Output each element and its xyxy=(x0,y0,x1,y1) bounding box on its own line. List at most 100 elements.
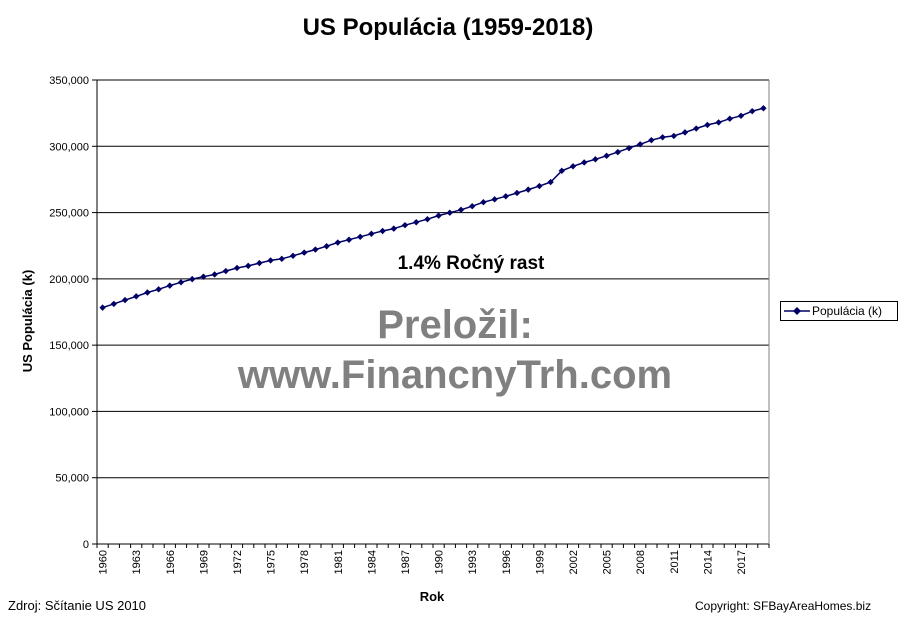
growth-annotation: 1.4% Ročný rast xyxy=(398,253,545,274)
data-point xyxy=(133,293,140,300)
data-point xyxy=(502,193,509,200)
x-tick-label: 1981 xyxy=(333,550,345,574)
data-point xyxy=(144,289,151,296)
x-tick-label: 1978 xyxy=(299,550,311,574)
data-point xyxy=(233,264,241,272)
data-point xyxy=(323,243,330,250)
data-point xyxy=(625,144,633,152)
data-point xyxy=(99,304,106,311)
data-point xyxy=(648,136,655,144)
data-point xyxy=(749,107,756,115)
x-tick-label: 1987 xyxy=(400,550,412,574)
data-point xyxy=(334,239,341,246)
chart-title: US Populácia (1959-2018) xyxy=(302,14,594,41)
x-tick-label: 1984 xyxy=(366,550,378,574)
data-point xyxy=(245,262,252,270)
series-populacia xyxy=(99,105,767,311)
y-tick-label: 150,000 xyxy=(49,340,89,352)
data-point xyxy=(704,121,711,129)
y-tick-label: 100,000 xyxy=(49,406,89,418)
data-point xyxy=(312,246,319,253)
data-point xyxy=(435,212,442,219)
data-point xyxy=(211,271,218,278)
data-point xyxy=(289,252,297,259)
data-point xyxy=(301,249,308,256)
data-point xyxy=(659,134,666,141)
data-point xyxy=(637,141,644,148)
x-tick-labels: 1960 1963 1966 1969 1972 1975 1978 1981 1984 1987… xyxy=(98,550,748,574)
data-point xyxy=(390,225,397,232)
data-point xyxy=(256,259,263,267)
data-point xyxy=(368,230,375,237)
x-tick-label: 2002 xyxy=(568,550,580,574)
y-tick-label: 300,000 xyxy=(49,141,89,153)
data-point xyxy=(715,119,722,126)
data-point xyxy=(189,275,196,283)
x-tick-label: 1993 xyxy=(467,550,479,574)
data-point xyxy=(278,255,285,263)
data-point xyxy=(110,300,117,308)
source-note: Zdroj: Sčítanie US 2010 xyxy=(8,598,147,613)
x-tick-label: 2005 xyxy=(602,550,614,574)
legend-entry-label: Populácia (k) xyxy=(812,304,883,318)
x-tick-label: 2008 xyxy=(635,550,647,574)
data-point xyxy=(200,273,207,280)
data-point xyxy=(558,167,565,175)
data-point xyxy=(681,129,689,136)
watermark-website: www.FinancnyTrh.com xyxy=(237,353,672,397)
legend-line-marker-icon xyxy=(784,307,810,315)
data-point xyxy=(536,182,543,190)
data-point xyxy=(737,112,745,119)
x-tick-label: 2017 xyxy=(736,550,748,574)
x-axis-label: Rok xyxy=(419,589,445,604)
data-point xyxy=(547,178,554,186)
y-tick-labels: 0 50,000 100,000 150,000 200,000 250,000 300,0… xyxy=(49,75,89,551)
data-point xyxy=(726,115,733,122)
data-point xyxy=(379,227,386,235)
data-point xyxy=(413,219,420,226)
data-point xyxy=(267,257,274,264)
x-tick-label: 1975 xyxy=(266,550,278,574)
data-point xyxy=(177,279,185,286)
data-point xyxy=(693,125,700,132)
y-tick-label: 350,000 xyxy=(49,75,89,87)
data-point xyxy=(525,186,532,193)
y-tick-label: 0 xyxy=(83,539,89,551)
copyright-note: Copyright: SFBayAreaHomes.biz xyxy=(695,599,872,613)
watermark-translated-by: Preložil: xyxy=(377,303,533,347)
data-point xyxy=(357,233,364,241)
y-tick-label: 50,000 xyxy=(55,473,89,485)
data-point xyxy=(155,286,162,293)
legend: Populácia (k) xyxy=(780,301,898,321)
data-point xyxy=(424,216,431,223)
x-tick-label: 1960 xyxy=(98,550,110,574)
annotations: 1.4% Ročný rast Preložil: www.FinancnyTr… xyxy=(237,253,672,397)
data-point xyxy=(581,159,588,166)
data-point xyxy=(166,282,173,289)
y-tick-label: 200,000 xyxy=(49,274,89,286)
x-tick-label: 1999 xyxy=(534,550,546,574)
x-tick-label: 1966 xyxy=(165,550,177,574)
data-point xyxy=(345,236,353,243)
data-point xyxy=(614,148,621,156)
x-tick-label: 1996 xyxy=(501,550,513,574)
grid-lines xyxy=(97,79,769,479)
data-point xyxy=(469,203,476,210)
data-point xyxy=(401,221,409,229)
data-point xyxy=(480,199,487,206)
data-point xyxy=(457,206,465,213)
x-tick-label: 1969 xyxy=(198,550,210,574)
data-point xyxy=(603,152,610,160)
y-tick-label: 250,000 xyxy=(49,208,89,220)
y-axis-label: US Populácia (k) xyxy=(20,269,35,373)
data-point xyxy=(222,267,229,275)
x-tick-label: 1972 xyxy=(232,550,244,574)
data-point xyxy=(670,132,677,140)
data-point xyxy=(760,105,767,112)
x-tick-label: 1963 xyxy=(131,550,143,574)
data-point xyxy=(592,156,599,163)
x-tick-label: 2011 xyxy=(669,550,681,574)
data-point xyxy=(491,196,498,203)
x-tick-label: 2014 xyxy=(702,550,714,574)
